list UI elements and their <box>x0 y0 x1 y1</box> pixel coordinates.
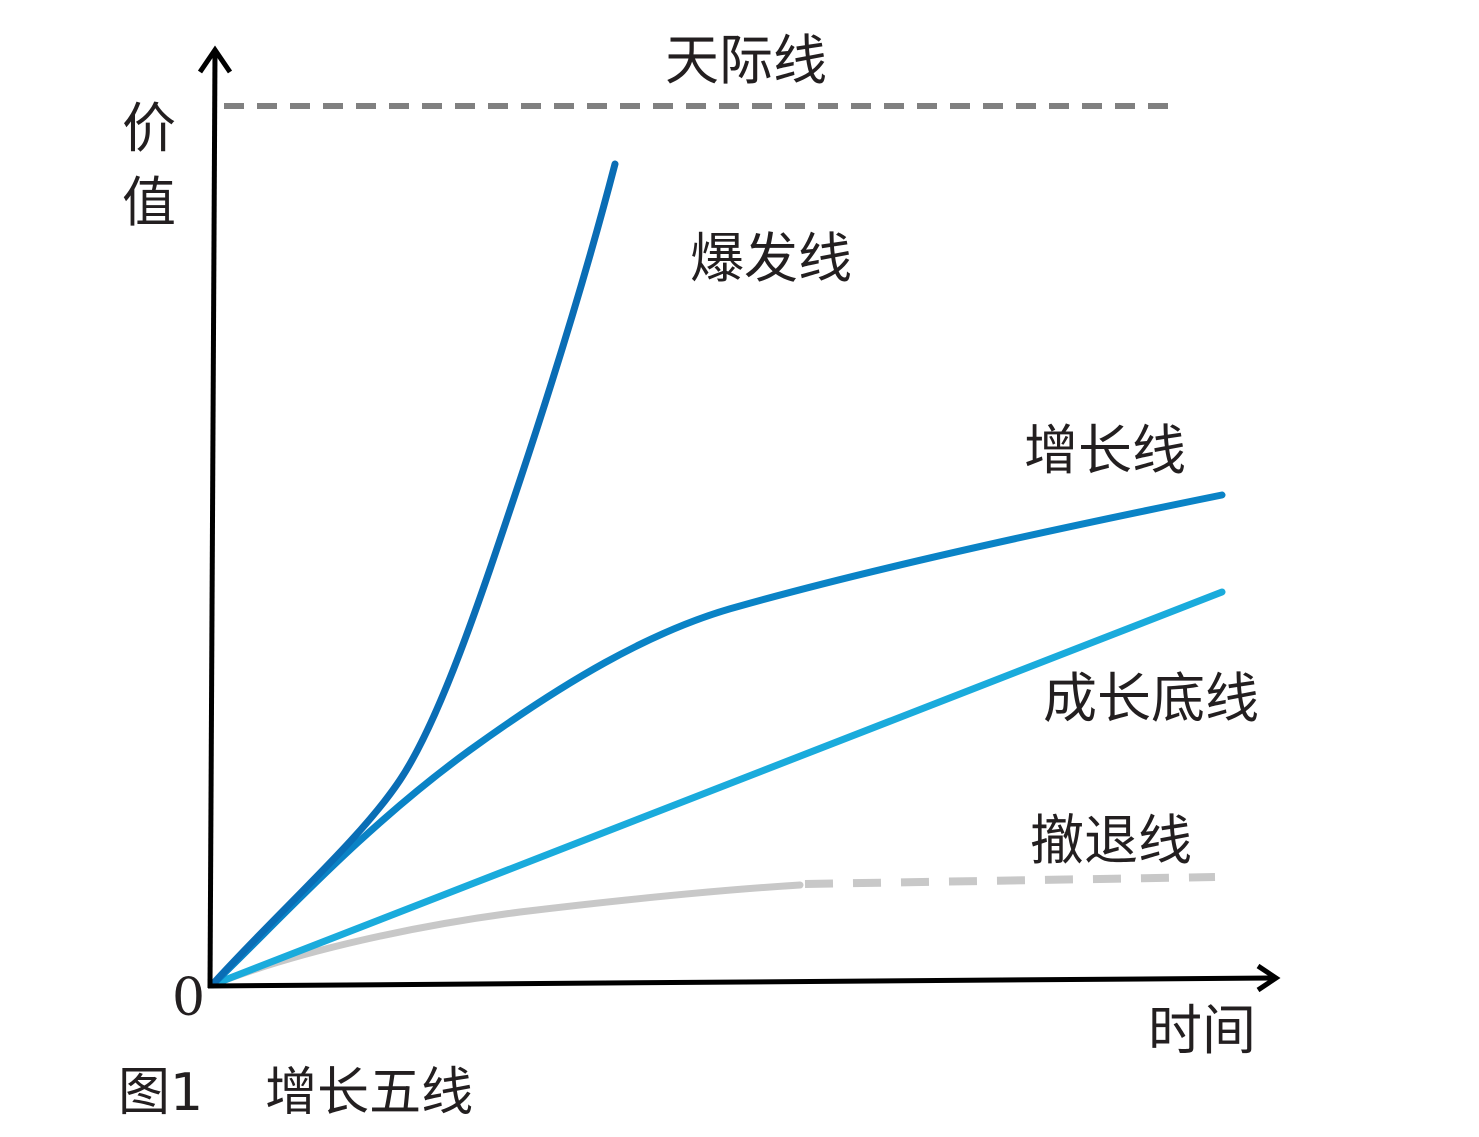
y-axis <box>207 51 218 989</box>
y-axis-arrow-icon <box>197 45 233 74</box>
growth-label: 增长线 <box>1024 419 1186 482</box>
explosive-line <box>208 160 619 989</box>
baseline-label: 成长底线 <box>1043 667 1259 730</box>
origin-label: 0 <box>172 968 206 1028</box>
figure-caption: 图1 增长五线 <box>118 1050 473 1125</box>
x-axis <box>207 975 1275 989</box>
caption-number: 图1 <box>118 1063 204 1123</box>
baseline-line <box>208 588 1226 989</box>
growth-line <box>208 491 1226 989</box>
y-axis-label-char-1: 价 <box>122 97 176 160</box>
caption-title: 增长五线 <box>265 1063 474 1123</box>
retreat-label: 撤退线 <box>1030 809 1192 872</box>
x-axis-arrow-icon <box>1256 963 1281 993</box>
y-axis-label-char-2: 值 <box>122 171 176 234</box>
skyline-label: 天际线 <box>665 29 827 92</box>
x-axis-label: 时间 <box>1148 999 1256 1062</box>
retreat-line-solid <box>208 881 804 989</box>
retreat-line-dashed <box>804 873 1216 888</box>
explosive-label: 爆发线 <box>690 227 852 290</box>
